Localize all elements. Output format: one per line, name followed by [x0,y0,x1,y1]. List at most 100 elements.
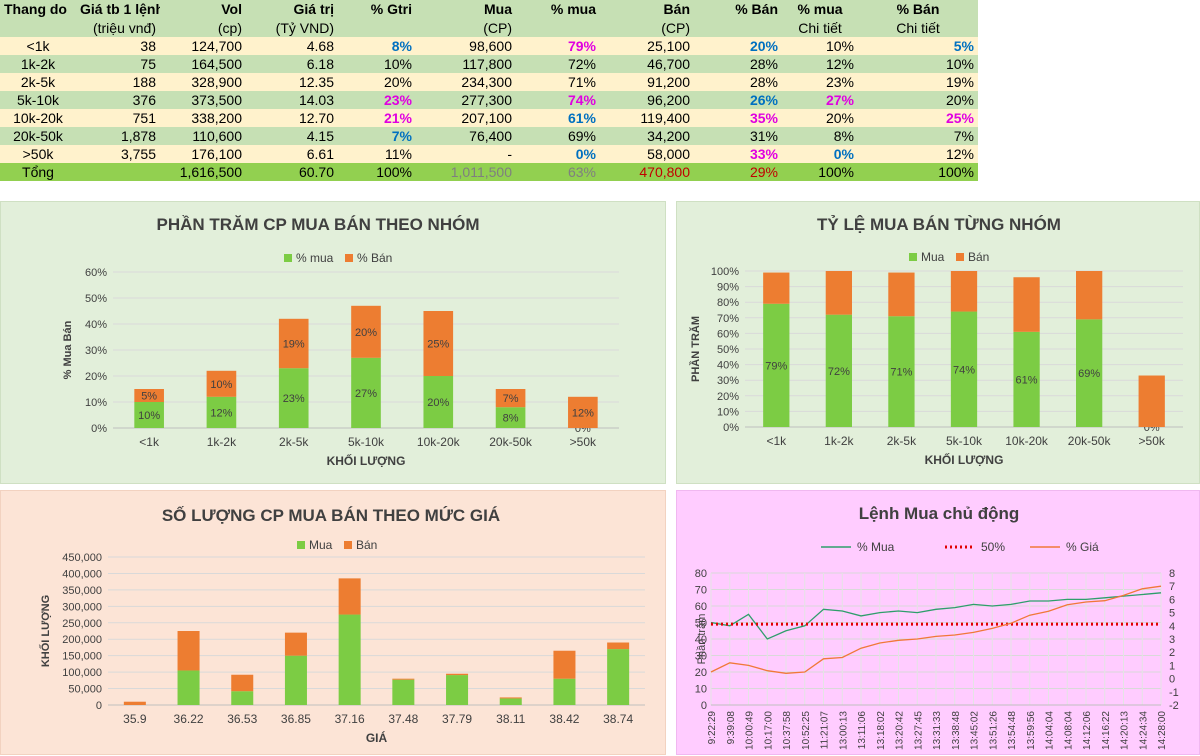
bar-segment [231,674,254,692]
table-cell: 110,600 [160,127,246,145]
header-cell: (triệu vnđ) [76,19,160,37]
legend-label: % Bán [357,251,392,265]
x-tick-label: 14:12:06 [1082,711,1093,750]
x-tick-label: 36.22 [174,712,204,726]
bar-segment [123,701,146,705]
y-tick-label: 50,000 [68,684,102,696]
table-cell [76,163,160,181]
x-tick-label: 10:17:00 [763,711,774,750]
legend-swatch [284,254,292,262]
y2-tick-label: 8 [1169,568,1175,580]
table-cell: 207,100 [416,109,516,127]
x-tick-label: 10:37:58 [782,711,793,750]
bar-segment [338,578,361,615]
table-row: 2k-5k 188 328,900 12.35 20% 234,300 71% 91,200 2… [0,73,978,91]
x-tick-label: 37.79 [442,712,472,726]
data-label: 5% [141,391,157,403]
table-cell: 60.70 [246,163,338,181]
x-tick-label: 36.53 [227,712,257,726]
chart-title: SỐ LƯỢNG CP MUA BÁN THEO MỨC GIÁ [162,505,500,525]
bar-segment [495,407,526,428]
legend-label: % Mua [857,540,895,554]
bar-segment [284,655,307,705]
y-tick-label: 80% [717,297,739,309]
header-cell: (Tỷ VND) [246,19,338,37]
data-label: 12% [572,407,594,419]
table-cell: 1,011,500 [416,163,516,181]
table-cell: 23% [782,73,858,91]
y-tick-label: 100% [711,266,739,278]
bar-segment [1076,271,1103,320]
table-cell: 7% [858,127,978,145]
series-line [710,585,1162,674]
y-tick-label: 0% [723,422,739,434]
bar-segment [206,396,237,428]
x-tick-label: 13:54:48 [1007,711,1018,750]
table-cell: 33% [694,145,782,163]
table-cell: 12% [782,55,858,73]
x-tick-label: 10k-20k [417,435,461,449]
table-cell: 12% [858,145,978,163]
table-cell: 20k-50k [0,127,76,145]
bar-segment [338,614,361,705]
table-cell: 119,400 [600,109,694,127]
bar-segment [351,357,381,428]
data-label: 20% [427,397,449,409]
table-cell: 96,200 [600,91,694,109]
y-tick-label: 150,000 [62,651,102,663]
bar-segment [825,271,852,315]
y-tick-label: 20% [717,391,739,403]
header-cell: % Gtri [338,0,416,19]
table-cell: 4.15 [246,127,338,145]
bar-segment [423,376,454,428]
y-tick-label: 50 [695,618,707,630]
x-tick-label: 38.42 [549,712,579,726]
data-label: 69% [1078,368,1100,380]
table-cell: 25,100 [600,37,694,55]
x-tick-label: 10:52:25 [801,711,812,750]
table-cell: 1,616,500 [160,163,246,181]
x-tick-label: 5k-10k [348,435,385,449]
table-cell: 234,300 [416,73,516,91]
y-tick-label: 0% [91,423,107,435]
y-tick-label: 50% [85,293,107,305]
bar-segment [278,318,309,369]
table-cell: 5% [858,37,978,55]
y-tick-label: 90% [717,282,739,294]
bar-segment [446,675,469,705]
header-cell: (CP) [416,19,516,37]
x-tick-label: 1k-2k [207,435,237,449]
table-cell: 0% [782,145,858,163]
table-cell: 26% [694,91,782,109]
y-axis-title: KHỐI LƯỢNG [38,595,52,667]
y2-tick-label: 6 [1169,594,1175,606]
y2-tick-label: 3 [1169,634,1175,646]
table-cell: 2k-5k [0,73,76,91]
header-cell [694,19,782,37]
legend-swatch [956,253,964,261]
x-tick-label: >50k [1139,434,1166,448]
chart3-panel: SỐ LƯỢNG CP MUA BÁN THEO MỨC GIÁ Mua Bán 0 5… [0,490,666,755]
chart1-svg: PHẦN TRĂM CP MUA BÁN THEO NHÓM % mua % Bán… [62,215,619,468]
table-cell: 10k-20k [0,109,76,127]
y2-tick-label: 1 [1169,660,1175,672]
bar-segment [177,670,200,705]
table-cell: 12.35 [246,73,338,91]
x-tick-label: 35.9 [123,712,147,726]
table-cell: 20% [782,109,858,127]
y-tick-label: 30% [85,345,107,357]
table-cell: 91,200 [600,73,694,91]
chart-title: TỶ LỆ MUA BÁN TỪNG NHÓM [817,215,1061,234]
x-tick-label: 13:38:48 [951,711,962,750]
bar-segment [423,311,454,376]
header-row: (triệu vnđ) (cp) (Tỷ VND) (CP) (CP) Chi tiết C… [0,19,978,37]
table-cell: 470,800 [600,163,694,181]
series-line [710,592,1162,640]
data-label: 7% [503,393,519,405]
y-tick-label: 200,000 [62,634,102,646]
y-tick-label: 300,000 [62,601,102,613]
y2-tick-label: 0 [1169,674,1175,686]
header-row: Thang do Giá tb 1 lệnh Vol Giá trị% Gtri Mua… [0,0,978,19]
data-label: 25% [427,339,449,351]
table-cell: 79% [516,37,600,55]
